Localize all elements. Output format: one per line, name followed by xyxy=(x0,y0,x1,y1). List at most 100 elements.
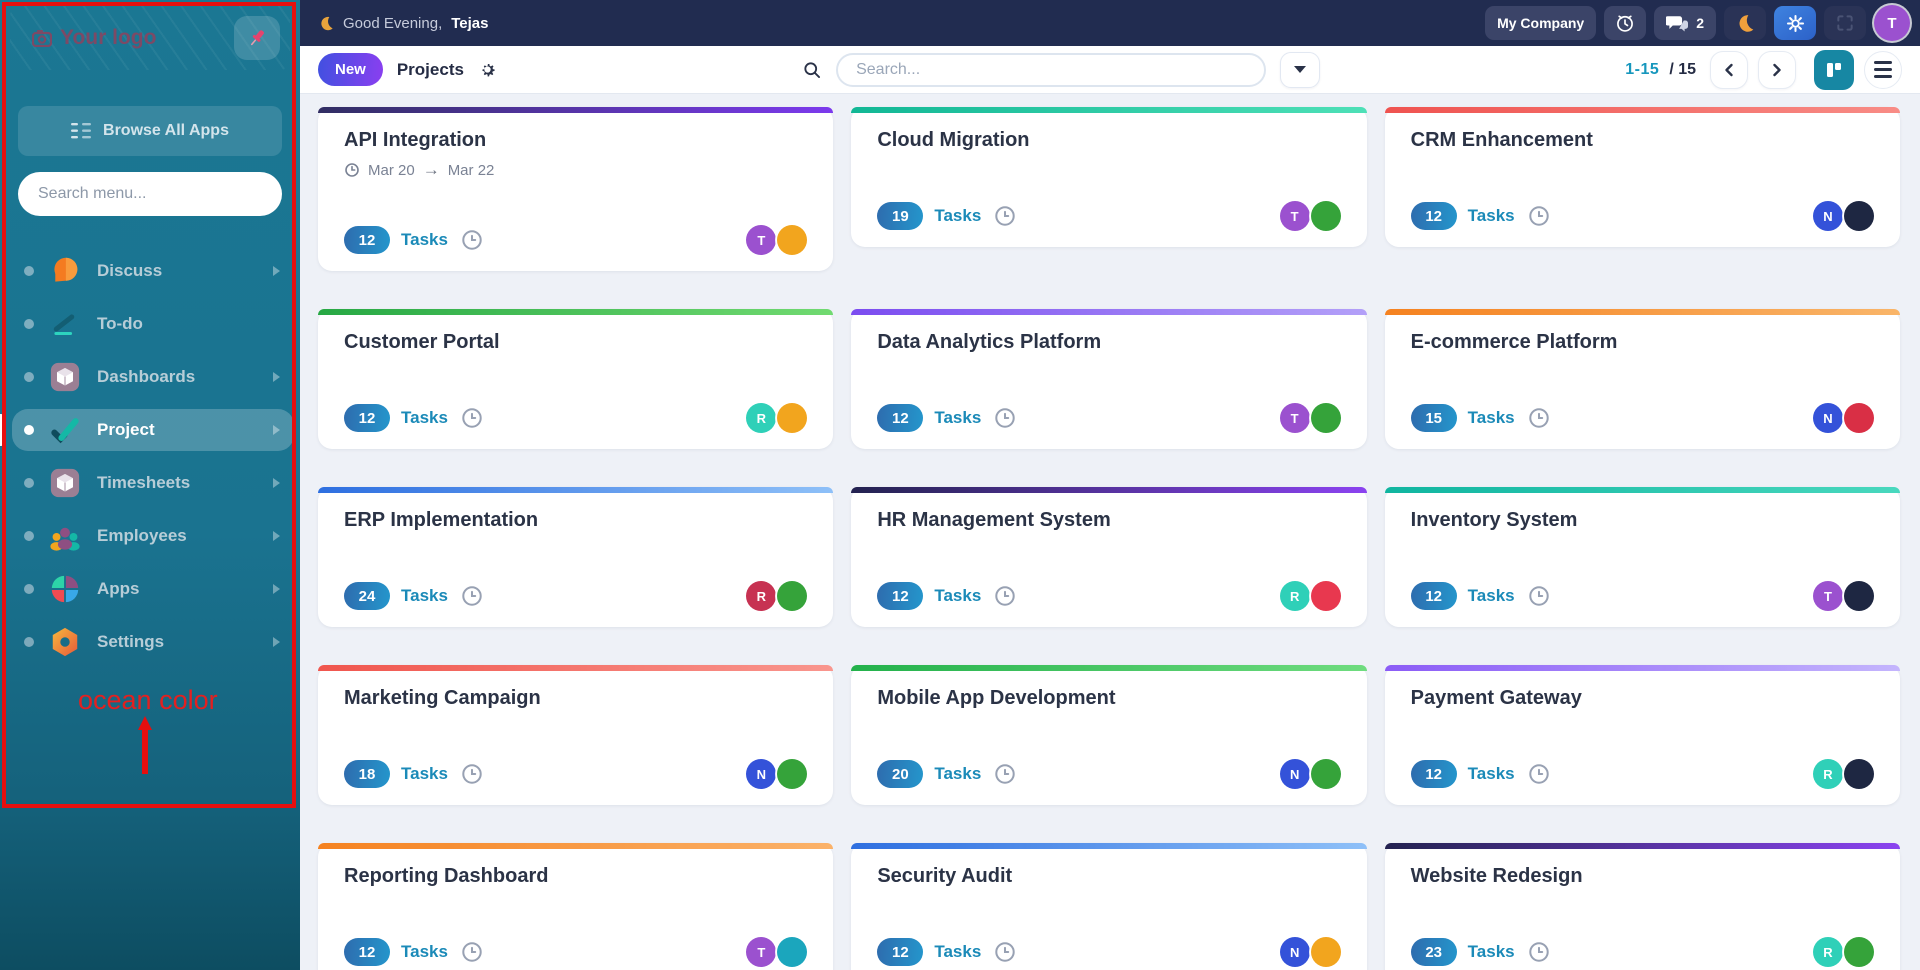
dark-mode-button[interactable] xyxy=(1724,6,1766,40)
project-card[interactable]: ERP Implementation → 24 Tasks R xyxy=(318,487,834,627)
avatar[interactable] xyxy=(1310,937,1341,967)
activity-clock-button[interactable] xyxy=(1604,6,1647,40)
tasks-label[interactable]: Tasks xyxy=(1467,586,1515,605)
project-card[interactable]: Reporting Dashboard → 12 Tasks T xyxy=(318,843,834,970)
sidebar-item-apps[interactable]: Apps xyxy=(12,568,294,610)
task-clock-icon[interactable] xyxy=(461,585,483,607)
tasks-label[interactable]: Tasks xyxy=(401,586,448,605)
project-card[interactable]: Payment Gateway → 12 Tasks R xyxy=(1384,665,1900,805)
new-button[interactable]: New xyxy=(318,53,383,86)
sidebar-item-discuss[interactable]: Discuss xyxy=(12,250,294,292)
avatar[interactable] xyxy=(777,403,808,433)
tasks-label[interactable]: Tasks xyxy=(1467,764,1515,783)
task-clock-icon[interactable] xyxy=(461,407,483,429)
tasks-label[interactable]: Tasks xyxy=(1467,408,1515,427)
project-card[interactable]: Mobile App Development → 20 Tasks N xyxy=(851,665,1367,805)
avatar[interactable] xyxy=(1310,201,1341,231)
sidebar-item-timesheets[interactable]: Timesheets xyxy=(12,462,294,504)
avatar[interactable]: N xyxy=(1279,937,1310,967)
avatar[interactable]: R xyxy=(746,403,777,433)
project-card[interactable]: Website Redesign → 23 Tasks R xyxy=(1384,843,1900,970)
avatar[interactable] xyxy=(1843,581,1874,611)
task-clock-icon[interactable] xyxy=(994,941,1016,963)
avatar[interactable] xyxy=(1843,759,1874,789)
task-clock-icon[interactable] xyxy=(994,585,1016,607)
tasks-label[interactable]: Tasks xyxy=(934,586,982,605)
sidebar-item-to-do[interactable]: To-do xyxy=(12,303,294,345)
avatar[interactable]: R xyxy=(746,581,777,611)
task-clock-icon[interactable] xyxy=(461,229,483,251)
avatar[interactable] xyxy=(1843,937,1874,967)
browse-all-apps-button[interactable]: Browse All Apps xyxy=(18,106,282,156)
task-clock-icon[interactable] xyxy=(994,205,1016,227)
project-card[interactable]: Data Analytics Platform → 12 Tasks T xyxy=(851,309,1367,449)
avatar[interactable]: N xyxy=(1279,759,1310,789)
list-view-toggle[interactable] xyxy=(1864,50,1902,89)
project-card[interactable]: E-commerce Platform → 15 Tasks N xyxy=(1384,309,1900,449)
avatar[interactable]: T xyxy=(1812,581,1843,611)
view-settings-gear-icon[interactable] xyxy=(478,60,497,79)
avatar[interactable] xyxy=(777,937,808,967)
my-company-button[interactable]: My Company xyxy=(1485,6,1597,40)
avatar[interactable] xyxy=(777,581,808,611)
project-card[interactable]: Inventory System → 12 Tasks T xyxy=(1384,487,1900,627)
sidebar-item-project[interactable]: Project xyxy=(0,409,294,451)
search-input[interactable] xyxy=(836,52,1267,87)
sidebar-item-employees[interactable]: Employees xyxy=(12,515,294,557)
avatar[interactable] xyxy=(777,225,808,255)
prev-page-button[interactable] xyxy=(1710,50,1748,89)
task-clock-icon[interactable] xyxy=(1528,407,1550,429)
tasks-label[interactable]: Tasks xyxy=(401,764,448,783)
task-clock-icon[interactable] xyxy=(461,763,483,785)
avatar[interactable] xyxy=(1843,403,1874,433)
fullscreen-button[interactable] xyxy=(1824,6,1866,40)
avatar[interactable]: R xyxy=(1812,759,1843,789)
avatar[interactable] xyxy=(1843,201,1874,231)
task-clock-icon[interactable] xyxy=(1528,763,1550,785)
tasks-label[interactable]: Tasks xyxy=(934,408,982,427)
project-card[interactable]: Customer Portal → 12 Tasks R xyxy=(318,309,834,449)
avatar[interactable]: N xyxy=(746,759,777,789)
avatar[interactable] xyxy=(1310,403,1341,433)
task-clock-icon[interactable] xyxy=(1528,941,1550,963)
settings-gear-button[interactable] xyxy=(1774,6,1816,40)
sidebar-search-input[interactable] xyxy=(18,172,282,216)
tasks-label[interactable]: Tasks xyxy=(934,206,982,225)
user-avatar[interactable]: T xyxy=(1874,5,1910,41)
project-card[interactable]: Cloud Migration → 19 Tasks T xyxy=(851,107,1367,247)
avatar[interactable] xyxy=(1310,581,1341,611)
avatar[interactable]: T xyxy=(1279,201,1310,231)
tasks-label[interactable]: Tasks xyxy=(401,408,448,427)
avatar[interactable] xyxy=(1310,759,1341,789)
task-clock-icon[interactable] xyxy=(1528,205,1550,227)
avatar[interactable] xyxy=(777,759,808,789)
avatar[interactable]: N xyxy=(1812,201,1843,231)
avatar[interactable]: R xyxy=(1812,937,1843,967)
sidebar-item-dashboards[interactable]: Dashboards xyxy=(12,356,294,398)
tasks-label[interactable]: Tasks xyxy=(1467,942,1515,961)
avatar[interactable]: R xyxy=(1279,581,1310,611)
sidebar-item-settings[interactable]: Settings xyxy=(12,621,294,663)
kanban-view-toggle[interactable] xyxy=(1814,49,1854,90)
pin-sidebar-button[interactable] xyxy=(234,16,280,60)
next-page-button[interactable] xyxy=(1758,50,1796,89)
task-clock-icon[interactable] xyxy=(1528,585,1550,607)
tasks-label[interactable]: Tasks xyxy=(934,764,982,783)
tasks-label[interactable]: Tasks xyxy=(934,942,982,961)
project-card[interactable]: Security Audit → 12 Tasks N xyxy=(851,843,1367,970)
task-clock-icon[interactable] xyxy=(994,763,1016,785)
project-card[interactable]: HR Management System → 12 Tasks R xyxy=(851,487,1367,627)
avatar[interactable]: N xyxy=(1812,403,1843,433)
task-clock-icon[interactable] xyxy=(461,941,483,963)
tasks-label[interactable]: Tasks xyxy=(1467,206,1515,225)
chat-button[interactable]: 2 xyxy=(1654,6,1716,40)
avatar[interactable]: T xyxy=(746,937,777,967)
avatar[interactable]: T xyxy=(746,225,777,255)
tasks-label[interactable]: Tasks xyxy=(401,942,448,961)
project-card[interactable]: Marketing Campaign → 18 Tasks N xyxy=(318,665,834,805)
tasks-label[interactable]: Tasks xyxy=(401,230,448,249)
task-clock-icon[interactable] xyxy=(994,407,1016,429)
avatar[interactable]: T xyxy=(1279,403,1310,433)
search-filter-dropdown-button[interactable] xyxy=(1280,51,1321,88)
project-card[interactable]: CRM Enhancement → 12 Tasks N xyxy=(1384,107,1900,247)
